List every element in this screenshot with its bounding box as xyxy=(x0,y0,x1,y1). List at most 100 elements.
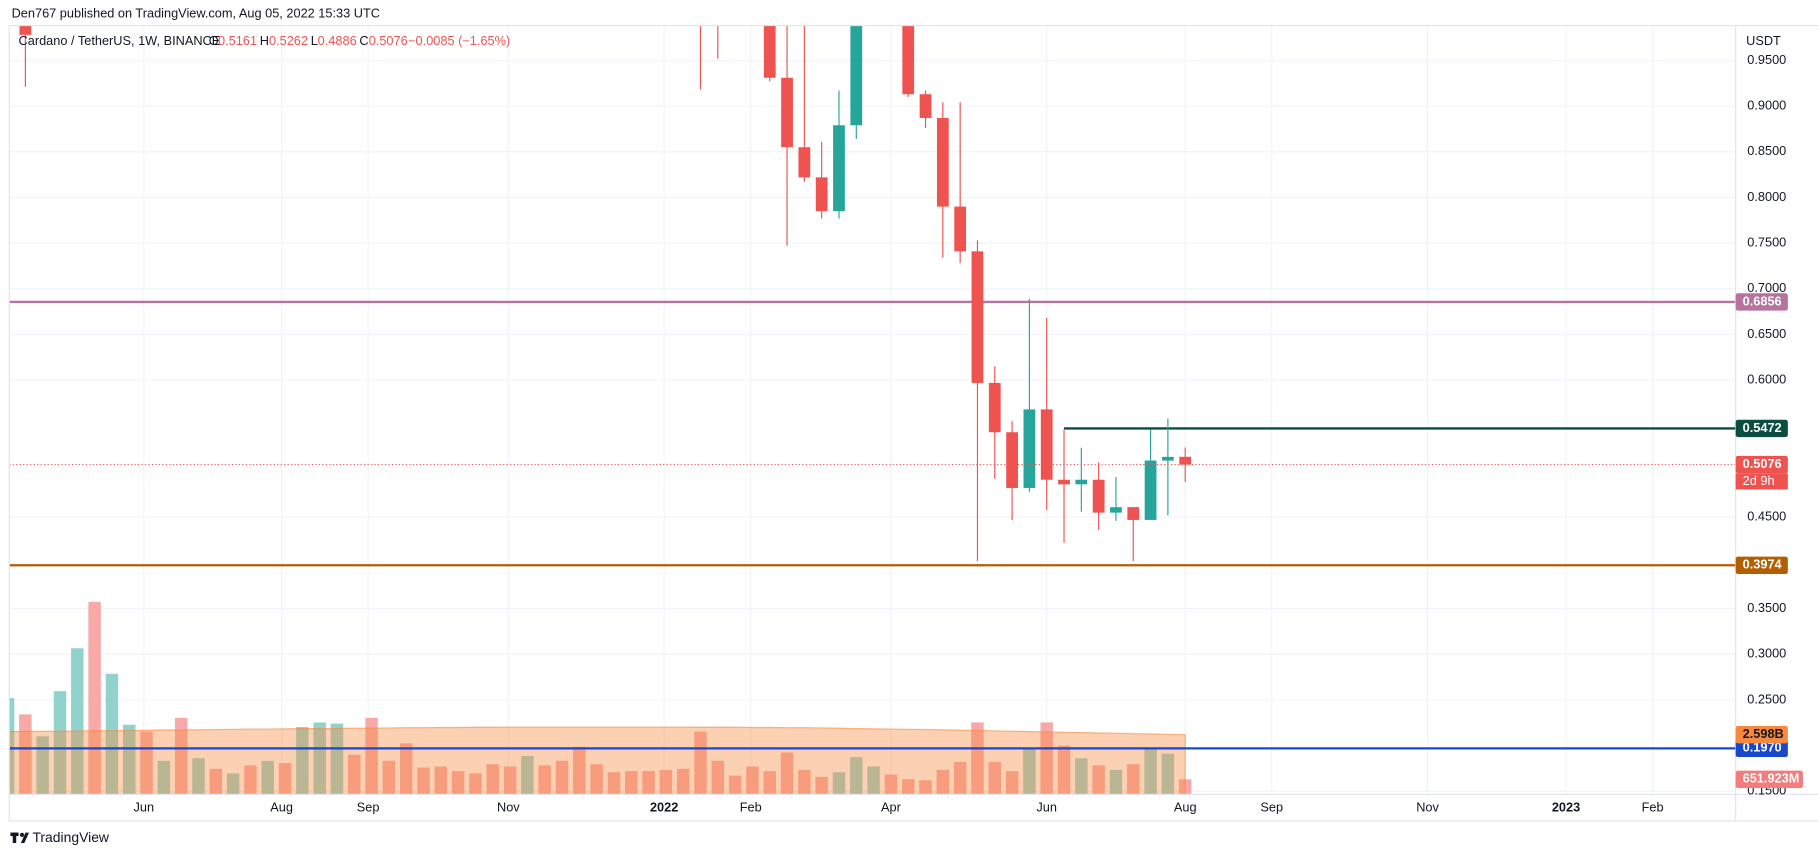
volume-bar xyxy=(901,779,915,795)
volume-bar xyxy=(936,769,950,795)
candle-body xyxy=(781,77,793,148)
level-label-box xyxy=(1735,419,1788,438)
volume-bar xyxy=(434,766,448,795)
volume-bar xyxy=(313,722,326,795)
volume-bar xyxy=(486,764,499,795)
volume-bar xyxy=(867,766,880,795)
volume-ma-area xyxy=(9,726,1186,795)
volume-bar xyxy=(919,780,932,795)
candle-body xyxy=(936,117,949,207)
candle-body xyxy=(763,25,776,78)
volume-bar xyxy=(209,768,223,795)
y-tick-label: 0.4500 xyxy=(1747,509,1786,524)
current-price-label-box xyxy=(1735,455,1788,474)
volume-bar xyxy=(1040,722,1053,795)
volume-bar xyxy=(1161,753,1175,795)
brand-logo xyxy=(10,832,29,843)
volume-bar xyxy=(1075,758,1088,795)
volume-bar xyxy=(659,769,673,795)
volume-bar xyxy=(469,773,482,795)
volume-bar xyxy=(590,764,603,795)
x-tick-label: Sep xyxy=(1260,800,1283,815)
volume-bar xyxy=(728,775,742,795)
volume-bar xyxy=(988,761,1002,795)
volume-bar xyxy=(607,772,621,795)
candle-body xyxy=(919,94,932,118)
volume-bar xyxy=(382,760,396,795)
legend-letter: H xyxy=(260,33,269,48)
level-label: 0.3974 xyxy=(1743,557,1783,572)
volume-bar xyxy=(1092,765,1105,795)
volume-bar xyxy=(417,767,430,795)
y-tick-label: 0.8000 xyxy=(1747,189,1786,204)
candle-body xyxy=(798,147,811,178)
volume-ma-label-box xyxy=(1735,725,1788,744)
candle-body xyxy=(1075,479,1088,485)
volume-bar xyxy=(780,752,794,795)
candle-body xyxy=(1162,456,1174,461)
volume-bar xyxy=(763,771,776,795)
y-tick-label: 0.3000 xyxy=(1747,646,1786,661)
volume-bar xyxy=(157,760,171,795)
volume-bar xyxy=(1144,747,1157,795)
volume-label: 651.923M xyxy=(1743,771,1800,786)
candle-body xyxy=(1023,409,1036,488)
volume-bar xyxy=(1005,771,1019,795)
volume-bar xyxy=(71,648,84,795)
y-tick-label: 0.6000 xyxy=(1747,372,1786,387)
volume-bar xyxy=(1127,764,1140,795)
plot-area xyxy=(9,25,1736,795)
volume-bar xyxy=(971,722,984,795)
volume-bar xyxy=(9,698,15,795)
candle-body xyxy=(833,125,845,212)
legend-open: 0.5161 xyxy=(218,33,257,48)
legend-close: 0.5076 xyxy=(369,33,408,48)
volume-bar xyxy=(330,723,344,795)
y-tick-label: 0.9500 xyxy=(1747,52,1786,67)
y-tick-label: 0.6500 xyxy=(1747,326,1786,341)
legend-change: −0.0085 (−1.65%) xyxy=(408,33,510,48)
volume-bar xyxy=(676,768,690,795)
volume-bar xyxy=(278,763,292,795)
candle-body xyxy=(1127,507,1140,520)
volume-bar xyxy=(348,754,361,795)
candle-body xyxy=(1179,456,1192,465)
x-tick-label: Aug xyxy=(270,800,293,815)
candle-body xyxy=(971,251,984,383)
volume-bar xyxy=(746,766,759,795)
volume-bar xyxy=(573,746,586,795)
legend-letter: L xyxy=(311,33,318,48)
grid xyxy=(9,25,1736,795)
level-label: 0.6856 xyxy=(1743,293,1782,308)
currency-label: USDT xyxy=(1746,33,1781,48)
candle-body xyxy=(1110,507,1122,513)
volume-bar xyxy=(88,601,101,795)
brand-name: TradingView xyxy=(32,829,109,845)
candle-body xyxy=(954,206,967,252)
y-tick-label: 0.8500 xyxy=(1747,143,1786,158)
volume-bar xyxy=(365,717,378,795)
volume-bar xyxy=(174,717,188,795)
x-tick-label: Aug xyxy=(1174,800,1197,815)
candle-body xyxy=(1144,460,1157,520)
volume-bar xyxy=(1109,769,1123,795)
candle-body xyxy=(850,25,863,126)
volume-bar xyxy=(399,743,413,795)
volume-bar xyxy=(625,771,638,795)
volume-bar xyxy=(105,673,119,795)
x-tick-label: Feb xyxy=(1642,800,1664,815)
legend-symbol: Cardano / TetherUS, 1W, BINANCE xyxy=(19,33,221,48)
volume-bar xyxy=(850,757,863,795)
y-tick-label: 0.2500 xyxy=(1747,691,1786,706)
x-tick-label: Jun xyxy=(133,800,154,815)
volume-bar xyxy=(53,691,67,795)
x-tick-label: Nov xyxy=(1416,800,1439,815)
volume-bar xyxy=(192,758,205,795)
x-tick-label: 2022 xyxy=(650,800,678,815)
volume-ma-label: 2.598B xyxy=(1743,726,1784,741)
volume-bar xyxy=(123,724,136,795)
volume-bar xyxy=(226,773,240,795)
y-tick-label: 0.3500 xyxy=(1747,600,1786,615)
legend-high: 0.5262 xyxy=(269,33,308,48)
